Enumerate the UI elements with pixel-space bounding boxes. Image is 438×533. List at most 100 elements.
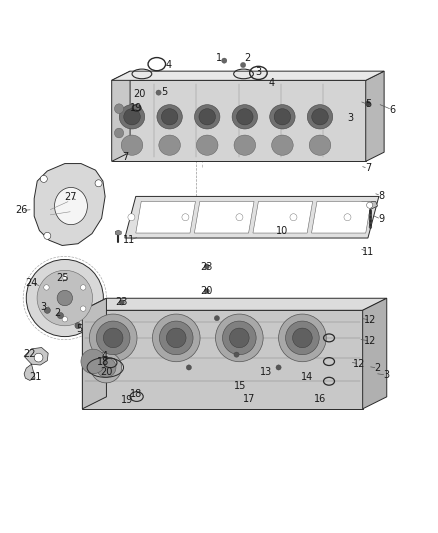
Circle shape [279,314,326,362]
Ellipse shape [124,109,140,125]
Circle shape [234,352,239,357]
Text: 3: 3 [347,114,353,124]
Text: 10: 10 [276,227,289,237]
Circle shape [236,214,243,221]
Circle shape [152,314,200,362]
Ellipse shape [161,109,178,125]
Text: 1: 1 [216,53,222,63]
Circle shape [214,316,219,321]
Text: 2: 2 [55,308,61,318]
Text: 3: 3 [255,67,261,77]
Text: 6: 6 [389,104,395,115]
Text: 19: 19 [130,103,142,113]
Text: 18: 18 [97,357,109,367]
Text: 23: 23 [201,262,213,271]
Circle shape [62,317,67,322]
Ellipse shape [114,104,124,114]
Circle shape [34,353,43,362]
Circle shape [44,232,51,239]
Circle shape [166,328,186,348]
Text: 17: 17 [243,394,255,404]
Text: 11: 11 [362,247,374,257]
Text: 20: 20 [201,286,213,296]
Circle shape [344,214,351,221]
Circle shape [204,288,209,294]
Ellipse shape [234,135,256,155]
Polygon shape [194,201,254,233]
Text: 21: 21 [30,372,42,382]
Ellipse shape [157,104,182,129]
Circle shape [276,365,281,370]
Ellipse shape [312,109,328,125]
Circle shape [57,290,73,306]
Circle shape [81,306,86,311]
Circle shape [91,352,122,383]
Ellipse shape [196,135,218,155]
Text: 9: 9 [378,214,384,224]
Ellipse shape [194,104,220,129]
Circle shape [293,328,312,348]
Ellipse shape [121,135,143,155]
Text: 11: 11 [123,235,135,245]
Polygon shape [362,201,378,209]
Ellipse shape [237,109,253,125]
Text: 13: 13 [260,367,272,377]
Text: 20: 20 [100,367,112,377]
Polygon shape [112,80,366,161]
Text: 26: 26 [16,205,28,215]
Text: 5: 5 [76,324,82,334]
Ellipse shape [119,104,145,129]
Ellipse shape [307,104,333,129]
Text: 22: 22 [24,349,36,359]
Polygon shape [311,201,371,233]
Circle shape [230,328,249,348]
Circle shape [37,270,92,326]
Circle shape [96,358,116,377]
Text: 12: 12 [353,359,365,369]
Ellipse shape [199,109,215,125]
Circle shape [44,285,49,290]
Circle shape [103,328,123,348]
Circle shape [44,307,50,313]
Circle shape [290,214,297,221]
Ellipse shape [232,104,258,129]
Polygon shape [24,348,48,381]
Circle shape [204,264,209,269]
Polygon shape [125,197,379,238]
Ellipse shape [159,135,180,155]
Ellipse shape [270,104,295,129]
Text: 27: 27 [64,192,76,203]
Text: 23: 23 [116,296,128,306]
Circle shape [81,349,106,374]
Circle shape [365,101,371,106]
Text: 2: 2 [244,53,251,63]
Text: 12: 12 [364,315,376,325]
Text: 3: 3 [383,370,389,380]
Polygon shape [253,201,313,233]
Circle shape [286,321,319,355]
Text: 14: 14 [300,372,313,382]
Text: 20: 20 [133,90,145,99]
Circle shape [57,312,64,319]
Circle shape [81,285,86,290]
Polygon shape [115,230,121,236]
Circle shape [95,180,102,187]
Polygon shape [82,310,363,409]
Circle shape [223,321,256,355]
Text: 3: 3 [40,302,46,312]
Circle shape [182,214,189,221]
Text: 18: 18 [130,390,142,399]
Text: 5: 5 [365,100,371,109]
Ellipse shape [309,135,331,155]
Polygon shape [366,71,384,161]
Polygon shape [112,71,384,80]
Text: 12: 12 [364,336,376,346]
Circle shape [89,314,137,362]
Ellipse shape [114,128,124,138]
Circle shape [96,321,130,355]
Circle shape [367,202,373,208]
Polygon shape [136,201,195,233]
Text: 7: 7 [365,164,371,173]
Text: 4: 4 [268,77,275,87]
Polygon shape [82,298,387,310]
